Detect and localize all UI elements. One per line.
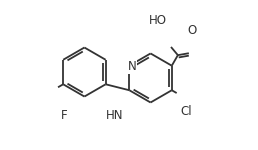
Text: HO: HO <box>149 14 166 27</box>
Text: HN: HN <box>105 109 123 122</box>
Text: O: O <box>188 24 197 37</box>
Text: Cl: Cl <box>180 105 192 118</box>
Text: F: F <box>61 109 67 122</box>
Text: N: N <box>127 60 136 73</box>
